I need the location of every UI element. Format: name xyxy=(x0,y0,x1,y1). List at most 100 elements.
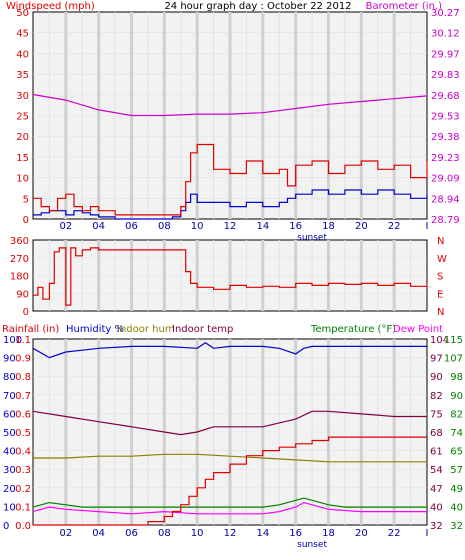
humidity-tick-label: 90 xyxy=(3,354,16,365)
barometer-line xyxy=(32,93,428,117)
barometer-tick-label: 29.97 xyxy=(431,49,460,60)
hour-tick-label: 10 xyxy=(191,221,204,232)
compass-tick-label: S xyxy=(437,272,443,283)
hour-tick-label: 20 xyxy=(355,221,368,232)
compass-tick-label: N xyxy=(437,236,444,247)
windspeed-tick-label: 15 xyxy=(16,153,29,164)
barometer-tick-label: 30.27 xyxy=(431,8,460,19)
rainfall-tick-label: 0.8 xyxy=(15,372,31,383)
compass-tick-label: N xyxy=(437,307,444,318)
barometer-tick-label: 29.68 xyxy=(431,91,460,102)
hour-tick-label: 04 xyxy=(92,221,105,232)
hour-tick-label: 12 xyxy=(224,221,237,232)
barometer-tick-label: 29.83 xyxy=(431,70,460,81)
rainfall-tick-label: 1.1 xyxy=(15,335,31,346)
windspeed-tick-label: 0 xyxy=(23,215,29,226)
barometer-tick-label: 28.79 xyxy=(431,215,460,226)
temperature-tick-label: 49 xyxy=(450,484,463,495)
indoor-temp-tick-label: 54 xyxy=(430,465,443,476)
humidity-line xyxy=(32,341,427,359)
humidity-tick-label: 70 xyxy=(3,391,16,402)
windspeed-tick-label: 10 xyxy=(16,174,29,185)
dew-point-line xyxy=(32,501,427,515)
indoor-temp-tick-label: 61 xyxy=(430,447,443,458)
hour-tick-label: 06 xyxy=(125,528,138,539)
barometer-tick-label: 29.09 xyxy=(431,174,460,185)
windspeed-tick-label: 20 xyxy=(16,132,29,143)
windspeed-tick-label: 5 xyxy=(23,194,29,205)
temperature-tick-label: 115 xyxy=(444,335,463,346)
direction-tick-label: 360 xyxy=(10,236,29,247)
direction-tick-label: 270 xyxy=(10,254,29,265)
wind-direction-line xyxy=(33,247,428,306)
direction-tick-label: 90 xyxy=(16,289,29,300)
barometer-tick-label: 29.38 xyxy=(431,132,460,143)
indoor-temp-tick-label: 68 xyxy=(430,428,443,439)
hour-tick-label: 02 xyxy=(59,221,72,232)
hour-tick-label: 12 xyxy=(224,528,237,539)
humidity-label: Humidity % xyxy=(66,324,124,335)
hour-tick-label: 18 xyxy=(322,221,335,232)
barometer-tick-label: 29.23 xyxy=(431,153,460,164)
indoor-temp-tick-label: 90 xyxy=(430,372,443,383)
humidity-tick-label: 10 xyxy=(3,502,16,513)
indoor-temp-tick-label: 47 xyxy=(430,484,443,495)
hour-tick-label: 22 xyxy=(388,221,401,232)
rainfall-axis-label: Rainfall (in) xyxy=(2,324,59,335)
humidity-tick-label: 100 xyxy=(3,335,22,346)
hour-tick-label: I xyxy=(426,528,429,539)
humidity-tick-label: 50 xyxy=(3,428,16,439)
humidity-tick-label: 20 xyxy=(3,484,16,495)
indoor-hum-label: Indoor hum xyxy=(117,324,175,335)
hour-tick-label: 02 xyxy=(59,528,72,539)
compass-tick-label: W xyxy=(437,254,447,265)
direction-tick-label: 180 xyxy=(10,272,29,283)
graph-title: 24 hour graph day : October 22 2012 xyxy=(164,1,351,12)
windspeed-tick-label: 40 xyxy=(16,49,29,60)
rainfall-tick-label: 0.6 xyxy=(15,409,31,420)
sunset-label: sunset xyxy=(297,540,327,550)
humidity-tick-label: 60 xyxy=(3,409,16,420)
indoor-temp-label: Indoor temp xyxy=(172,324,233,335)
hour-tick-label: 14 xyxy=(256,221,269,232)
temperature-tick-label: 90 xyxy=(450,391,463,402)
hour-tick-label: 18 xyxy=(322,528,335,539)
windspeed-tick-label: 30 xyxy=(16,91,29,102)
wind-gust-line xyxy=(33,143,428,216)
temperature-tick-label: 82 xyxy=(450,409,463,420)
hour-tick-label: I xyxy=(426,221,429,232)
temperature-label: Temperature (°F) xyxy=(310,324,396,335)
rainfall-tick-label: 0.7 xyxy=(15,391,31,402)
rainfall-tick-label: 0.9 xyxy=(15,354,31,365)
rainfall-tick-label: 0.4 xyxy=(15,447,31,458)
humidity-tick-label: 0 xyxy=(3,521,9,532)
windspeed-tick-label: 45 xyxy=(16,29,29,40)
barometer-tick-label: 28.94 xyxy=(431,194,460,205)
dew-point-label: Dew Point xyxy=(393,324,443,335)
hour-tick-label: 16 xyxy=(289,528,302,539)
temperature-tick-label: 57 xyxy=(450,465,463,476)
humidity-tick-label: 30 xyxy=(3,465,16,476)
hour-tick-label: 20 xyxy=(355,528,368,539)
temperature-tick-label: 98 xyxy=(450,372,463,383)
hour-tick-label: 08 xyxy=(158,528,171,539)
hour-tick-label: 08 xyxy=(158,221,171,232)
windspeed-tick-label: 25 xyxy=(16,112,29,123)
temperature-tick-label: 74 xyxy=(450,428,463,439)
rainfall-tick-label: 0.3 xyxy=(15,465,31,476)
direction-tick-label: 0 xyxy=(23,307,29,318)
temperature-tick-label: 107 xyxy=(444,354,463,365)
temperature-tick-label: 32 xyxy=(450,521,463,532)
hour-tick-label: 10 xyxy=(191,528,204,539)
indoor-temp-tick-label: 32 xyxy=(430,521,443,532)
windspeed-tick-label: 35 xyxy=(16,70,29,81)
hour-tick-label: 16 xyxy=(289,221,302,232)
humidity-tick-label: 40 xyxy=(3,447,16,458)
rainfall-tick-label: 0.0 xyxy=(15,521,31,532)
barometer-axis-label: Barometer (in.) xyxy=(366,1,442,12)
sunset-label: sunset xyxy=(297,233,327,243)
windspeed-tick-label: 50 xyxy=(16,8,29,19)
hour-tick-label: 04 xyxy=(92,528,105,539)
